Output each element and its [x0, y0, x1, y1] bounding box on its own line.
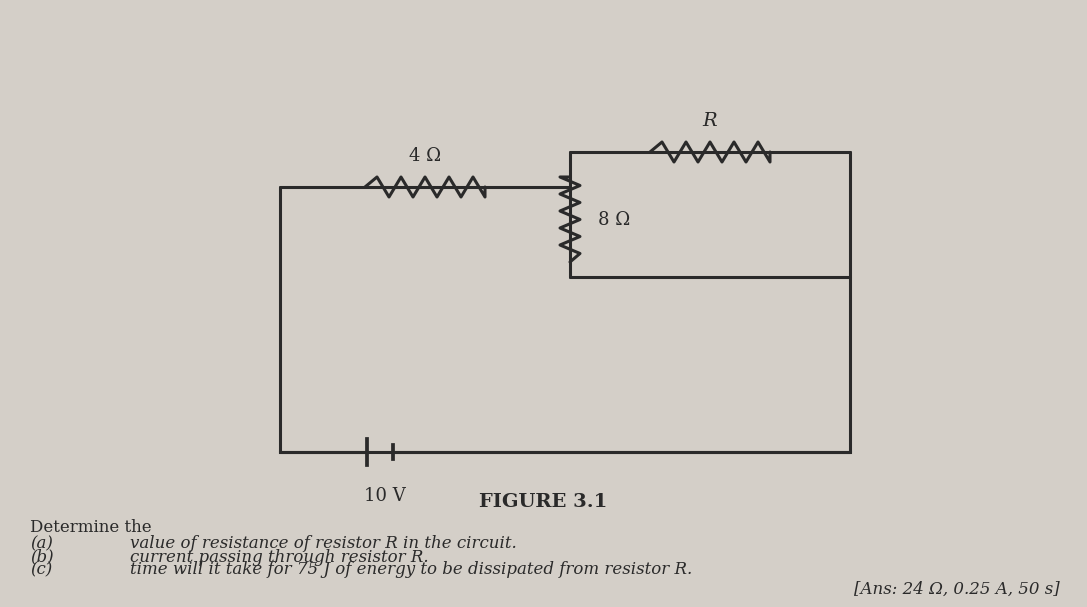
Text: (a): (a) [30, 535, 53, 552]
Text: R: R [702, 112, 717, 130]
Text: Determine the: Determine the [30, 518, 151, 535]
Text: FIGURE 3.1: FIGURE 3.1 [478, 493, 608, 511]
Text: (c): (c) [30, 561, 52, 578]
Text: value of resistance of resistor R in the circuit.: value of resistance of resistor R in the… [130, 535, 516, 552]
Text: 8 Ω: 8 Ω [598, 211, 630, 228]
Text: (b): (b) [30, 549, 53, 566]
Text: [Ans: 24 Ω, 0.25 A, 50 s]: [Ans: 24 Ω, 0.25 A, 50 s] [854, 580, 1060, 597]
Text: time will it take for 75 J of energy to be dissipated from resistor R.: time will it take for 75 J of energy to … [130, 561, 692, 578]
Text: 10 V: 10 V [364, 487, 405, 505]
Text: 4 Ω: 4 Ω [409, 147, 441, 165]
Text: current passing through resistor R.: current passing through resistor R. [130, 549, 428, 566]
